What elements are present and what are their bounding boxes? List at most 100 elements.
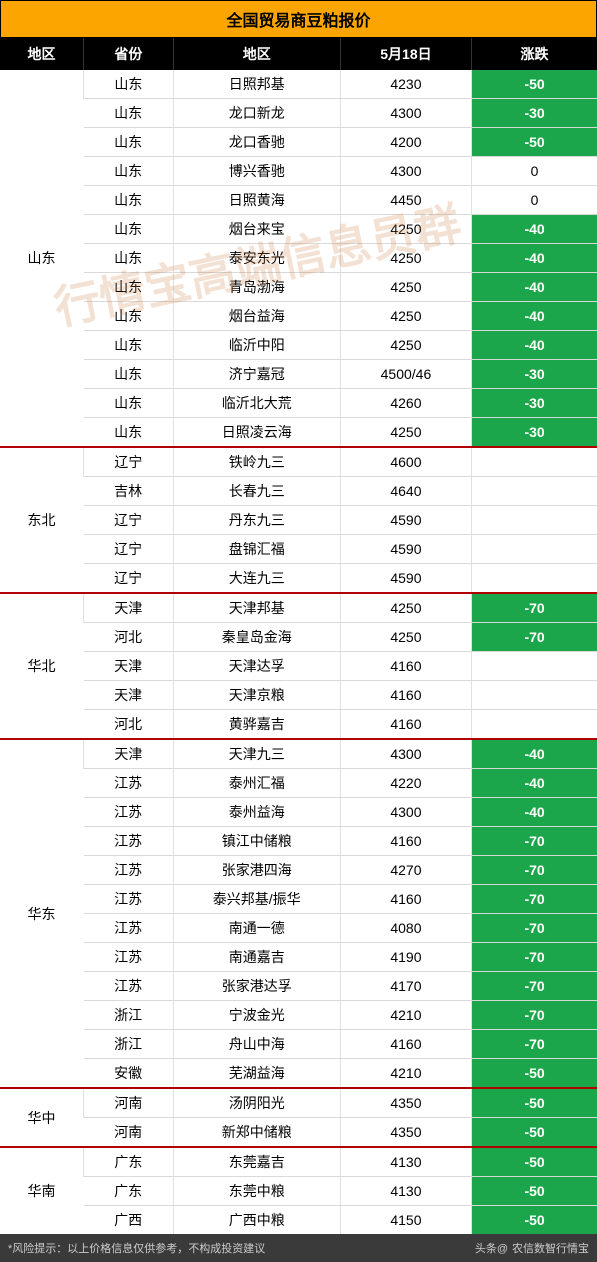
source-prefix: 头条@: [475, 1240, 508, 1256]
table-row: 山东烟台来宝4250-40: [0, 215, 597, 244]
price-table: 地区 省份 地区 5月18日 涨跌 山东山东日照邦基4230-50山东龙口新龙4…: [0, 38, 597, 1234]
province-cell: 江苏: [84, 827, 174, 856]
region-cell: 山东: [0, 70, 84, 447]
province-cell: 山东: [84, 215, 174, 244]
change-cell: -50: [472, 1147, 597, 1177]
region-cell: 华东: [0, 739, 84, 1088]
change-cell: [472, 652, 597, 681]
province-cell: 浙江: [84, 1030, 174, 1059]
price-cell: 4250: [340, 215, 471, 244]
col-province: 省份: [84, 38, 174, 70]
province-cell: 河南: [84, 1088, 174, 1118]
price-cell: 4250: [340, 623, 471, 652]
change-cell: -50: [472, 1118, 597, 1148]
location-cell: 临沂北大荒: [173, 389, 340, 418]
table-row: 山东龙口新龙4300-30: [0, 99, 597, 128]
price-cell: 4300: [340, 99, 471, 128]
table-row: 江苏南通嘉吉4190-70: [0, 943, 597, 972]
province-cell: 江苏: [84, 972, 174, 1001]
province-cell: 山东: [84, 70, 174, 99]
location-cell: 宁波金光: [173, 1001, 340, 1030]
change-cell: -70: [472, 1030, 597, 1059]
change-cell: -40: [472, 273, 597, 302]
table-row: 广东东莞中粮4130-50: [0, 1177, 597, 1206]
location-cell: 日照邦基: [173, 70, 340, 99]
table-row: 江苏泰州益海4300-40: [0, 798, 597, 827]
location-cell: 龙口香驰: [173, 128, 340, 157]
col-date-price: 5月18日: [340, 38, 471, 70]
change-cell: -50: [472, 70, 597, 99]
price-cell: 4200: [340, 128, 471, 157]
location-cell: 新郑中储粮: [173, 1118, 340, 1148]
table-row: 东北辽宁铁岭九三4600: [0, 447, 597, 477]
table-row: 江苏泰兴邦基/振华4160-70: [0, 885, 597, 914]
price-cell: 4210: [340, 1001, 471, 1030]
change-cell: -30: [472, 389, 597, 418]
table-row: 山东临沂中阳4250-40: [0, 331, 597, 360]
footer-source: 头条@ 农信数智行情宝: [475, 1240, 589, 1256]
location-cell: 日照黄海: [173, 186, 340, 215]
location-cell: 天津京粮: [173, 681, 340, 710]
location-cell: 张家港达孚: [173, 972, 340, 1001]
price-cell: 4350: [340, 1118, 471, 1148]
province-cell: 安徽: [84, 1059, 174, 1089]
table-row: 辽宁盘锦汇福4590: [0, 535, 597, 564]
location-cell: 东莞中粮: [173, 1177, 340, 1206]
price-cell: 4260: [340, 389, 471, 418]
location-cell: 南通一德: [173, 914, 340, 943]
location-cell: 龙口新龙: [173, 99, 340, 128]
province-cell: 山东: [84, 273, 174, 302]
risk-disclaimer: *风险提示：以上价格信息仅供参考，不构成投资建议: [8, 1240, 265, 1256]
location-cell: 秦皇岛金海: [173, 623, 340, 652]
table-row: 山东日照黄海44500: [0, 186, 597, 215]
province-cell: 山东: [84, 186, 174, 215]
province-cell: 天津: [84, 652, 174, 681]
table-row: 浙江宁波金光4210-70: [0, 1001, 597, 1030]
price-cell: 4160: [340, 885, 471, 914]
location-cell: 张家港四海: [173, 856, 340, 885]
province-cell: 江苏: [84, 856, 174, 885]
price-cell: 4450: [340, 186, 471, 215]
change-cell: [472, 506, 597, 535]
location-cell: 丹东九三: [173, 506, 340, 535]
change-cell: -40: [472, 244, 597, 273]
table-row: 天津天津达孚4160: [0, 652, 597, 681]
location-cell: 泰兴邦基/振华: [173, 885, 340, 914]
price-cell: 4590: [340, 506, 471, 535]
change-cell: -70: [472, 1001, 597, 1030]
province-cell: 山东: [84, 128, 174, 157]
change-cell: -50: [472, 128, 597, 157]
province-cell: 江苏: [84, 914, 174, 943]
location-cell: 天津九三: [173, 739, 340, 769]
table-row: 山东泰安东光4250-40: [0, 244, 597, 273]
province-cell: 广西: [84, 1206, 174, 1235]
change-cell: [472, 535, 597, 564]
table-row: 天津天津京粮4160: [0, 681, 597, 710]
price-cell: 4300: [340, 798, 471, 827]
change-cell: -30: [472, 360, 597, 389]
change-cell: -40: [472, 769, 597, 798]
table-row: 河南新郑中储粮4350-50: [0, 1118, 597, 1148]
location-cell: 泰安东光: [173, 244, 340, 273]
location-cell: 舟山中海: [173, 1030, 340, 1059]
table-row: 辽宁大连九三4590: [0, 564, 597, 594]
col-location: 地区: [173, 38, 340, 70]
table-row: 华东天津天津九三4300-40: [0, 739, 597, 769]
location-cell: 黄骅嘉吉: [173, 710, 340, 740]
change-cell: -40: [472, 215, 597, 244]
col-change: 涨跌: [472, 38, 597, 70]
price-cell: 4250: [340, 273, 471, 302]
change-cell: [472, 564, 597, 594]
price-cell: 4230: [340, 70, 471, 99]
location-cell: 长春九三: [173, 477, 340, 506]
region-cell: 华中: [0, 1088, 84, 1147]
province-cell: 广东: [84, 1147, 174, 1177]
price-cell: 4220: [340, 769, 471, 798]
province-cell: 浙江: [84, 1001, 174, 1030]
price-cell: 4250: [340, 418, 471, 448]
location-cell: 大连九三: [173, 564, 340, 594]
table-row: 华北天津天津邦基4250-70: [0, 593, 597, 623]
province-cell: 辽宁: [84, 447, 174, 477]
change-cell: [472, 681, 597, 710]
table-title: 全国贸易商豆粕报价: [0, 0, 597, 38]
